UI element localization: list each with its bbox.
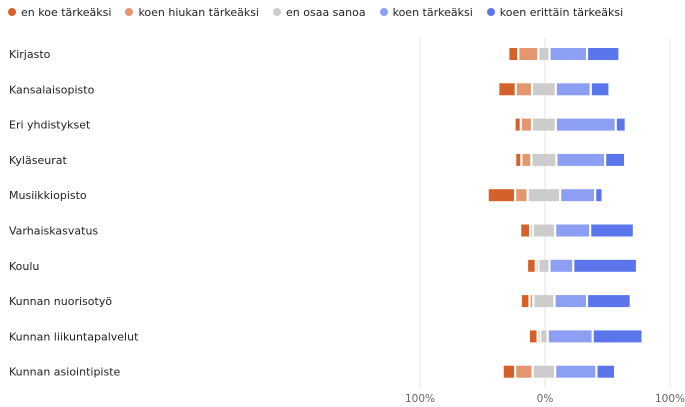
bar-segment-3 <box>533 83 555 96</box>
legend-marker-tarkeaksi <box>379 8 388 16</box>
bar-segment-3 <box>539 259 549 272</box>
x-tick-label-2: 100% <box>655 393 685 405</box>
chart-legend: en koe tärkeäksi koen hiukan tärkeäksi e… <box>8 3 637 21</box>
x-tick-label-0: 100% <box>405 393 435 405</box>
legend-item-en-koe[interactable]: en koe tärkeäksi <box>8 6 111 19</box>
bar-segment-2 <box>516 189 527 202</box>
bar-segment-5 <box>591 224 633 237</box>
bar-segment-2 <box>519 48 538 60</box>
legend-label-en-koe: en koe tärkeäksi <box>21 5 112 19</box>
legend-item-tarkeaksi[interactable]: koen tärkeäksi <box>379 5 473 19</box>
category-label: Kyläseurat <box>9 154 67 167</box>
legend-item-hiukan[interactable]: koen hiukan tärkeäksi <box>125 6 259 19</box>
bar-segment-1 <box>499 83 515 96</box>
category-label: Kunnan liikuntapalvelut <box>9 330 139 343</box>
legend-label-erittain: koen erittäin tärkeäksi <box>499 5 624 19</box>
category-label: Varhaiskasvatus <box>9 225 98 238</box>
bar-segment-4 <box>556 365 596 378</box>
category-label: Kirjasto <box>9 48 51 61</box>
category-label: Kansalaisopisto <box>9 83 95 96</box>
bar-segment-2 <box>538 330 540 343</box>
bar-segment-1 <box>521 295 529 308</box>
bar-segment-5 <box>588 295 630 308</box>
bar-segment-4 <box>550 259 573 272</box>
bar-segment-3 <box>533 365 555 378</box>
bar-segment-5 <box>596 189 602 202</box>
bar-segment-5 <box>591 83 609 96</box>
bar-segment-5 <box>593 330 642 343</box>
bar-segment-2 <box>516 83 531 96</box>
bar-segment-2 <box>536 259 538 272</box>
bar-segment-5 <box>574 259 636 272</box>
bar-segment-3 <box>533 118 555 131</box>
bar-segment-3 <box>532 153 556 166</box>
legend-marker-en-koe <box>8 8 16 16</box>
bar-segment-4 <box>561 189 595 202</box>
bar-segment-4 <box>550 48 586 60</box>
bar-segment-1 <box>521 224 530 237</box>
bar-segment-1 <box>528 259 535 272</box>
bar-segment-2 <box>530 295 533 308</box>
bar-segment-1 <box>509 48 518 60</box>
legend-marker-en-osaa <box>273 8 281 16</box>
bar-segment-4 <box>556 224 590 237</box>
category-label: Kunnan nuorisotyö <box>9 295 112 308</box>
bar-segment-3 <box>534 295 554 308</box>
legend-marker-erittain <box>486 8 495 16</box>
legend-item-erittain[interactable]: koen erittäin tärkeäksi <box>486 5 624 19</box>
bar-segment-5 <box>588 48 619 60</box>
bar-segment-3 <box>528 189 560 202</box>
bar-segment-5 <box>606 153 625 166</box>
bar-segment-1 <box>516 153 521 166</box>
bar-segment-4 <box>556 118 615 131</box>
legend-item-en-osaa[interactable]: en osaa sanoa <box>273 6 366 19</box>
category-label: Koulu <box>9 260 39 273</box>
bar-segment-4 <box>557 153 605 166</box>
bar-segment-2 <box>521 118 531 131</box>
bar-segment-5 <box>597 365 615 378</box>
bar-segment-2 <box>522 153 531 166</box>
bar-segment-1 <box>515 118 520 131</box>
bar-segment-1 <box>530 330 537 343</box>
legend-label-hiukan: koen hiukan tärkeäksi <box>138 5 259 19</box>
bar-segment-3 <box>541 330 547 343</box>
legend-label-en-osaa: en osaa sanoa <box>286 5 366 19</box>
x-tick-label-1: 0% <box>537 393 554 405</box>
bar-segment-4 <box>556 83 590 96</box>
category-label: Kunnan asiointipiste <box>9 366 121 379</box>
bar-segment-3 <box>533 224 555 237</box>
legend-label-tarkeaksi: koen tärkeäksi <box>392 5 473 19</box>
bar-segment-4 <box>548 330 592 343</box>
category-label: Musiikkiopisto <box>9 189 87 202</box>
bar-segment-1 <box>488 189 515 202</box>
bar-segment-5 <box>616 118 625 131</box>
bar-segment-4 <box>555 295 586 308</box>
category-label: Eri yhdistykset <box>9 119 91 132</box>
bar-segment-1 <box>503 365 515 378</box>
bar-segment-2 <box>531 224 532 237</box>
bar-segment-3 <box>539 48 549 60</box>
bar-segment-2 <box>516 365 532 378</box>
legend-marker-hiukan <box>125 8 134 16</box>
